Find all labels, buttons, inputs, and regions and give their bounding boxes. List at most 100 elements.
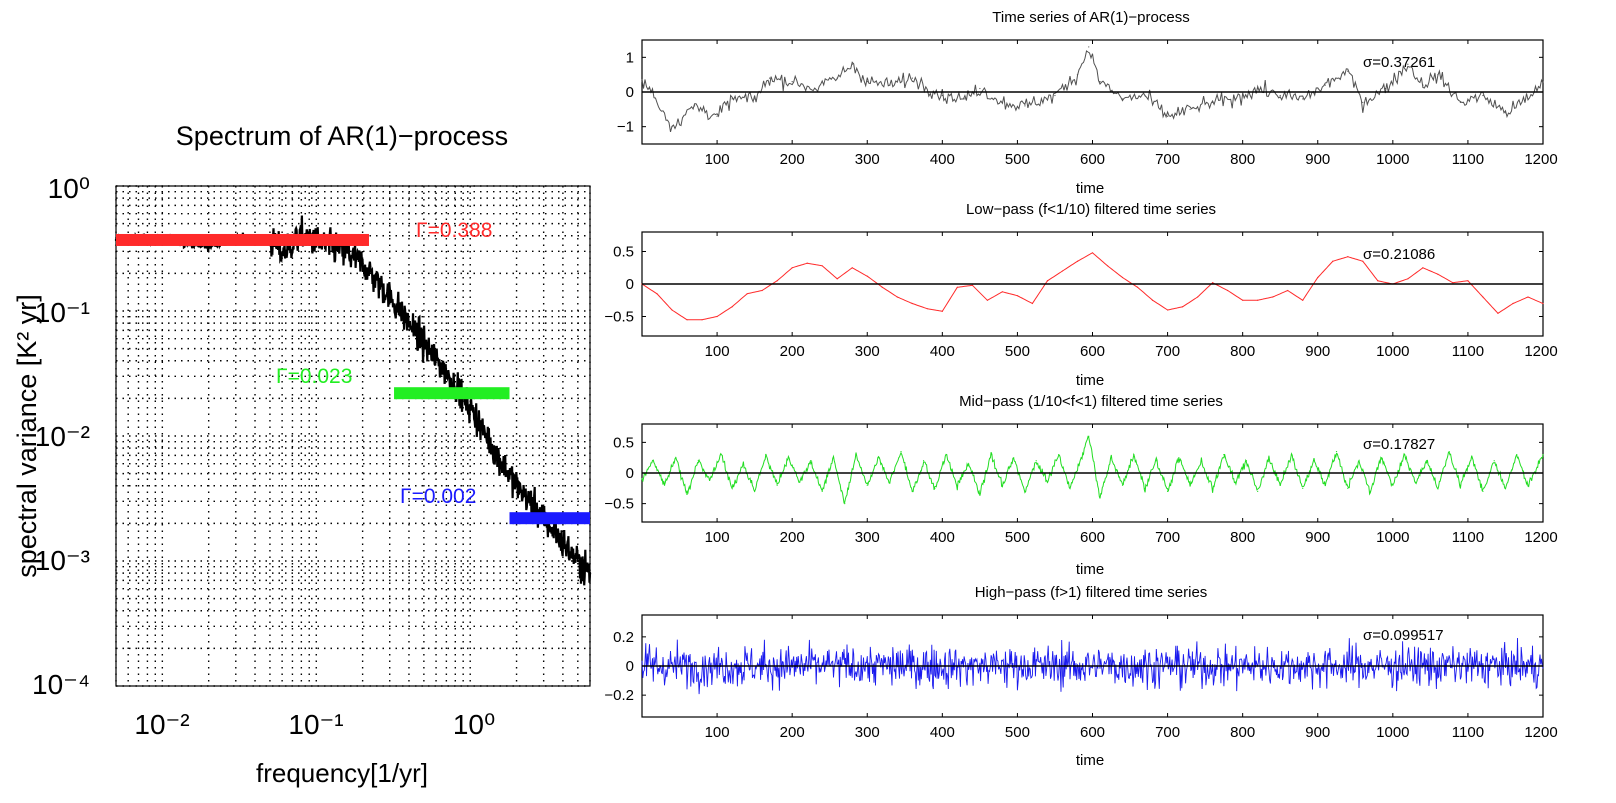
series-point [686,319,688,321]
series-point [1091,252,1094,254]
series-point [1542,454,1544,456]
series-point [1542,81,1544,83]
series-point [889,481,891,483]
series-point [1358,460,1360,462]
series-point [1332,260,1334,262]
series-point [1136,286,1139,288]
x-tick-label: 1000 [1376,151,1409,168]
x-tick-label: 900 [1305,529,1330,546]
series-point [1076,74,1079,76]
series-line [641,637,1544,695]
x-tick-label: 800 [1230,151,1255,168]
series-point [1189,108,1191,110]
spectrum-point [422,342,426,345]
spectrum-line [115,215,592,586]
x-tick-label: 300 [855,529,880,546]
series-point [806,262,808,264]
y-tick-label: 10⁻⁴ [32,669,90,700]
sigma-annotation: σ=0.37261 [1363,54,1435,71]
y-tick-label: 10⁻¹ [35,297,90,328]
x-tick-label: 700 [1155,151,1180,168]
series-point [716,315,718,318]
series-point [964,98,966,100]
series-point [1527,296,1529,298]
series-point [1504,112,1507,114]
series-point [1212,282,1214,284]
x-tick-label: 1000 [1376,724,1409,741]
y-tick-label: −1 [617,119,634,136]
series-point [1121,484,1124,486]
series-point [941,94,943,97]
spectrum-bands [116,233,590,525]
series-point [926,308,928,310]
spectrum-point [515,484,518,487]
series-point [1272,296,1274,298]
series-point [1362,260,1364,262]
spectrum-point [576,559,580,563]
series-point [1279,484,1281,486]
series-point [656,293,658,295]
series-point [896,296,898,298]
series-point [1106,265,1109,267]
series-point [1542,302,1544,305]
series-point [911,77,913,79]
series-point [1144,94,1146,97]
y-tick-label: 0 [626,465,634,482]
series-point [1324,84,1326,86]
series-point [693,105,696,107]
sigma-annotation: σ=0.17827 [1363,436,1435,453]
x-tick-label: 500 [1005,151,1030,168]
series-point [1076,260,1079,262]
x-tick-label: 700 [1155,343,1180,360]
series-point [641,478,643,480]
series-point [1313,460,1315,462]
x-tick-label: 500 [1005,529,1030,546]
series-point [708,478,711,480]
spectrum-point [588,571,592,575]
series-point [956,484,958,486]
series-point [821,265,823,267]
panel-title: Mid−pass (1/10<f<1) filtered time series [959,393,1223,410]
sigma-annotation: σ=0.21086 [1363,246,1435,263]
series-point [986,299,988,301]
series-point [791,267,793,269]
panel-title: Time series of AR(1)−process [992,9,1189,26]
spectrum-band-labels: Γ=0.388 Γ=0.023 Γ=0.002 [276,219,492,508]
x-tick-label: 100 [705,529,730,546]
spectrum-point [280,252,284,255]
x-tick-label: 900 [1305,151,1330,168]
series-point [1046,481,1049,483]
series-point [675,457,677,459]
x-tick-label: 1100 [1452,151,1484,168]
series-point [697,460,699,462]
series-point [754,490,756,492]
series-point [1223,454,1225,456]
series-point [787,457,790,459]
series-point [1016,295,1019,297]
series-point [968,463,970,465]
panel-x-label: time [1076,561,1104,578]
x-tick-label: 600 [1080,343,1105,360]
spectrum-y-ticks: 10⁰ 10⁻¹ 10⁻² 10⁻³ 10⁻⁴ [32,173,90,700]
spectrum-x-label: frequency[1/yr] [256,758,428,788]
series-point [1422,84,1424,86]
series-point [836,77,838,79]
series-point [832,457,835,459]
x-tick-label: 500 [1005,343,1030,360]
y-tick-label: −0.5 [604,309,634,326]
y-tick-label: 10⁰ [48,173,90,204]
series-point [814,87,816,90]
x-tick-label: 700 [1155,724,1180,741]
sigma-annotation: σ=0.099517 [1363,627,1444,644]
series-point [934,487,936,489]
series-point [911,302,913,305]
timeseries-panel-midpass: Mid−pass (1/10<f<1) filtered time series… [604,393,1557,578]
series-point [1471,457,1473,459]
x-tick-label: 100 [705,151,730,168]
x-tick-label: 200 [780,724,805,741]
x-tick-label: 1000 [1376,343,1409,360]
x-tick-label: 200 [780,151,805,168]
spectrum-data [114,215,592,586]
